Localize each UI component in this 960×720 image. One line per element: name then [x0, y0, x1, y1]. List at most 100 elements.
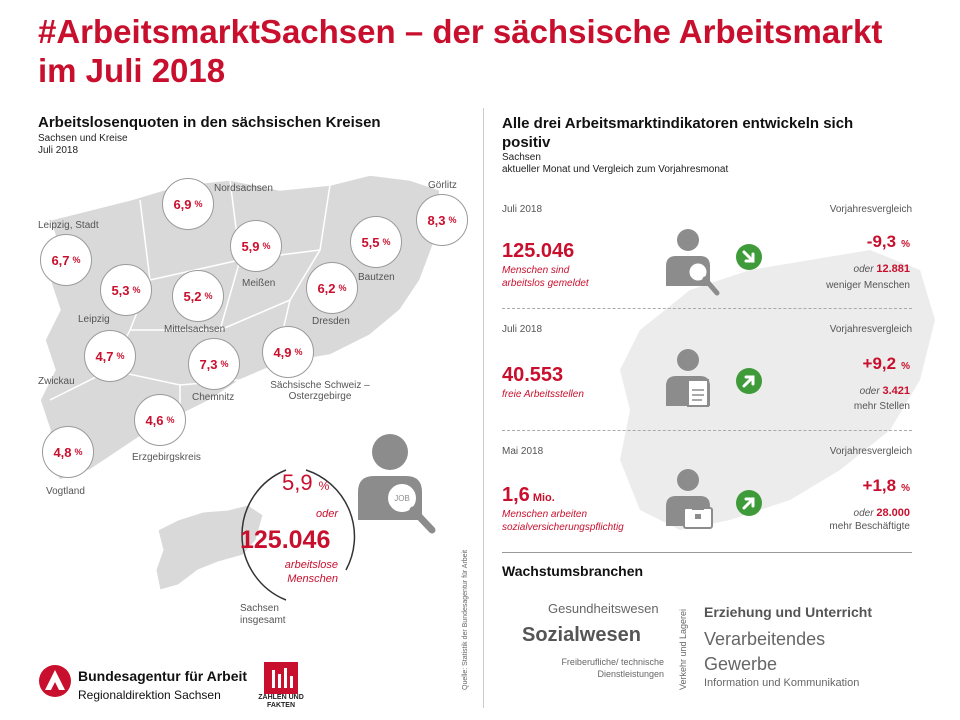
indicator-3-more: mehr Beschäftigte	[829, 521, 910, 532]
region-label-erzgebirgskreis: Erzgebirgskreis	[132, 452, 201, 463]
region-label-zwickau: Zwickau	[38, 376, 75, 387]
source-note: Quelle: Statistik der Bundesagentur für …	[462, 549, 469, 690]
region-label-mittelsachsen: Mittelsachsen	[164, 324, 226, 335]
branch-verkehr-lagerei: Verkehr und Lagerei	[678, 608, 688, 690]
indicator-3-change: +1,8%	[800, 476, 910, 496]
rate-bubble-zwickau: 4,7%	[84, 330, 136, 382]
sachsen-line2: insgesamt	[240, 615, 286, 626]
indicator-3-desc: Menschen arbeiten sozialversicherungspfl…	[502, 508, 624, 534]
person-document-icon	[666, 349, 710, 407]
rate-value: 4,7	[95, 348, 114, 364]
person-briefcase-icon	[666, 469, 713, 529]
overall-desc-line2: Menschen	[287, 573, 338, 585]
zahlen-fakten-logo	[264, 662, 298, 694]
indicator-3-number: 1,6	[502, 484, 530, 506]
rate-value: 5,3	[111, 282, 130, 298]
wachstum-heading: Wachstumsbranchen	[502, 563, 644, 579]
indicator-1-more: weniger Menschen	[826, 280, 910, 291]
percent-sign: %	[318, 479, 330, 493]
rate-value: 4,9	[273, 344, 292, 360]
rate-bubble-leipzig: 5,3%	[100, 264, 152, 316]
percent-sign: %	[166, 415, 175, 425]
rate-value: 5,2	[183, 288, 202, 304]
region-label-line2: Osterzgebirge	[288, 391, 352, 402]
region-label-saechsische-schweiz: Sächsische Schweiz – Osterzgebirge	[262, 380, 378, 402]
oder-label: oder	[853, 264, 874, 275]
branch-freiberufliche-line1: Freiberufliche/ technische	[561, 657, 664, 667]
indicator-3-abs-value: 28.000	[876, 507, 910, 519]
rate-bubble-erzgebirgskreis: 4,6%	[134, 394, 186, 446]
indicator-2-vj: Vorjahresvergleich	[829, 324, 912, 335]
indicator-3-desc-line1: Menschen arbeiten	[502, 509, 588, 520]
rate-bubble-nordsachsen: 6,9%	[162, 178, 214, 230]
overall-rate: 5,9%	[282, 470, 329, 496]
rate-value: 6,2	[317, 280, 336, 296]
percent-sign: %	[382, 237, 391, 247]
branch-freiberufliche: Freiberufliche/ technische Dienstleistun…	[536, 656, 664, 680]
rate-value: 4,6	[145, 412, 164, 428]
rate-bubble-meissen: 5,9%	[230, 220, 282, 272]
panel-divider	[483, 108, 484, 708]
rate-bubble-leipzig-stadt: 6,7%	[40, 234, 92, 286]
rate-bubble-saechsische-schweiz: 4,9%	[262, 326, 314, 378]
indicator-1-desc-line1: Menschen sind	[502, 265, 570, 276]
oder-label: oder	[859, 386, 880, 397]
percent-sign: %	[116, 351, 125, 361]
overall-oder: oder	[316, 508, 339, 520]
percent-sign: %	[901, 483, 910, 494]
rate-value: 5,9	[241, 238, 260, 254]
ba-sub: Regionaldirektion Sachsen	[78, 688, 221, 702]
zahlen-fakten-text: ZAHLEN UND FAKTEN	[252, 694, 310, 710]
rate-bubble-bautzen: 5,5%	[350, 216, 402, 268]
saxony-mini-map	[155, 504, 264, 591]
rate-bubble-vogtland: 4,8%	[42, 426, 94, 478]
ba-name: Bundesagentur für Arbeit	[78, 668, 248, 684]
indicator-divider	[502, 308, 912, 309]
rate-value: 8,3	[427, 212, 446, 228]
indicator-3-vj: Vorjahresvergleich	[829, 446, 912, 457]
indicator-1-abs-value: 12.881	[876, 263, 910, 275]
rate-value: 7,3	[199, 356, 218, 372]
region-label-line1: Sächsische Schweiz –	[270, 380, 370, 391]
job-label: JOB	[394, 494, 410, 503]
branch-erziehung: Erziehung und Unterricht	[704, 604, 872, 620]
right-heading: Alle drei Arbeitsmarktindikatoren entwic…	[502, 115, 854, 151]
branch-verarbeitendes-line2: Gewerbe	[704, 654, 778, 674]
percent-sign: %	[74, 447, 83, 457]
rate-bubble-dresden: 6,2%	[306, 262, 358, 314]
zf-line1: ZAHLEN UND	[258, 694, 304, 701]
indicator-1-desc: Menschen sind arbeitslos gemeldet	[502, 264, 589, 290]
percent-sign: %	[294, 347, 303, 357]
section-divider	[502, 552, 912, 553]
right-sub-desc: aktueller Monat und Vergleich zum Vorjah…	[502, 164, 729, 175]
indicator-3-value: 1,6 Mio.	[502, 484, 555, 507]
arrow-up-right-icon	[736, 368, 762, 394]
indicator-2-abs: oder 3.421	[760, 384, 910, 399]
percent-sign: %	[132, 285, 141, 295]
branch-information: Information und Kommunikation	[704, 677, 860, 689]
rate-value: 6,9	[173, 196, 192, 212]
sachsen-line1: Sachsen	[240, 603, 279, 614]
region-label-leipzig: Leipzig	[78, 314, 110, 325]
indicator-1-vj: Vorjahresvergleich	[829, 204, 912, 215]
right-sub-region: Sachsen	[502, 152, 541, 163]
indicator-1-change: -9,3%	[800, 232, 910, 252]
rate-value: 6,7	[51, 252, 70, 268]
page-title: #ArbeitsmarktSachsen – der sächsische Ar…	[38, 13, 883, 89]
indicator-2-desc: freie Arbeitsstellen	[502, 388, 584, 401]
indicator-3-change-value: +1,8	[862, 476, 897, 495]
percent-sign: %	[220, 359, 229, 369]
rate-bubble-chemnitz: 7,3%	[188, 338, 240, 390]
left-sub-date: Juli 2018	[38, 145, 79, 156]
right-bg-map	[620, 250, 935, 530]
branch-verarbeitendes-gewerbe: Verarbeitendes Gewerbe	[704, 627, 825, 677]
rate-bubble-mittelsachsen: 5,2%	[172, 270, 224, 322]
arrow-up-right-icon	[736, 490, 762, 516]
region-label-vogtland: Vogtland	[46, 486, 85, 497]
oder-label: oder	[853, 508, 874, 519]
indicator-3-abs: oder 28.000	[760, 506, 910, 521]
overall-count-desc: arbeitslose Menschen	[262, 558, 338, 586]
indicator-3-unit: Mio.	[532, 492, 555, 504]
zf-line2: FAKTEN	[267, 702, 295, 709]
region-label-chemnitz: Chemnitz	[192, 392, 235, 403]
